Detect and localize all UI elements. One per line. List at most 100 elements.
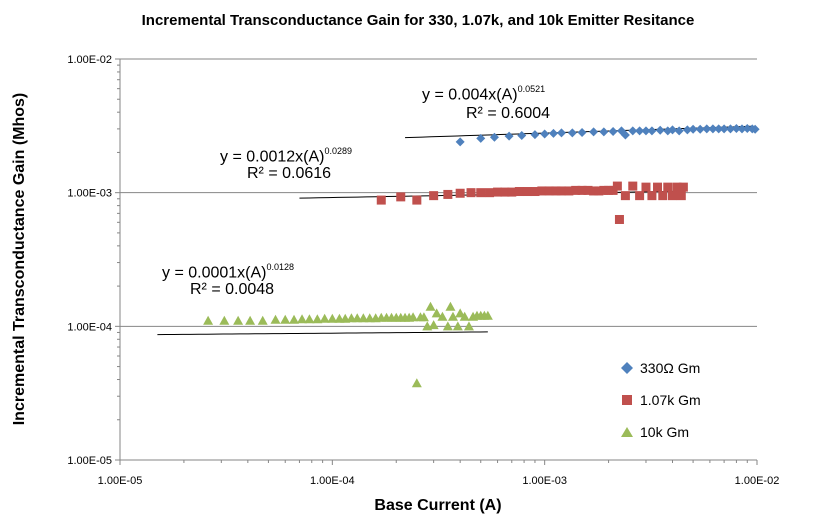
point-series-1 [668, 191, 678, 201]
point-series-1 [493, 187, 503, 197]
point-series-1 [577, 185, 587, 195]
point-series-1 [658, 191, 668, 201]
point-series-0 [635, 126, 645, 136]
point-series-1 [594, 186, 604, 196]
point-series-2 [459, 311, 470, 321]
point-series-1 [485, 188, 495, 198]
point-series-0 [620, 130, 630, 140]
point-series-1 [672, 182, 682, 192]
point-series-1 [653, 182, 663, 192]
diamond-marker-icon [621, 362, 633, 374]
point-series-0 [589, 127, 599, 137]
point-series-0 [641, 126, 651, 136]
x-tick-label: 1.00E-03 [522, 475, 567, 487]
trendline-series-2 [157, 331, 488, 336]
point-series-0 [655, 125, 665, 135]
point-series-2 [233, 315, 244, 325]
point-series-1 [537, 186, 547, 196]
point-series-1 [620, 191, 630, 201]
point-series-2 [452, 321, 463, 331]
x-tick-label: 1.00E-05 [98, 475, 143, 487]
point-series-0 [476, 133, 486, 143]
equation-330-exp: 0.0521 [517, 84, 546, 94]
x-tick-label: 1.00E-02 [735, 475, 780, 487]
data-points [203, 124, 760, 388]
legend-label-10k: 10k Gm [640, 424, 690, 440]
point-series-2 [445, 301, 456, 311]
point-series-0 [702, 124, 712, 134]
point-series-0 [737, 124, 747, 134]
legend-label-1k: 1.07k Gm [640, 392, 701, 408]
point-series-0 [725, 124, 735, 134]
point-series-1 [583, 185, 593, 195]
point-series-1 [676, 191, 686, 201]
legend-item-10k: 10k Gm [620, 416, 730, 448]
point-series-1 [571, 185, 581, 195]
axes [115, 58, 758, 465]
point-series-2 [358, 313, 369, 323]
r2-330: R² = 0.6004 [466, 105, 551, 122]
point-series-1 [429, 191, 439, 201]
point-series-1 [507, 187, 517, 197]
point-series-1 [641, 182, 651, 192]
point-series-0 [504, 131, 514, 141]
y-tick-label: 1.00E-03 [67, 188, 112, 200]
point-series-0 [719, 124, 729, 134]
point-series-0 [708, 124, 718, 134]
point-series-0 [714, 124, 724, 134]
point-series-0 [647, 126, 657, 136]
point-series-2 [425, 301, 436, 311]
point-series-0 [517, 130, 527, 140]
point-series-2 [428, 320, 439, 330]
point-series-1 [376, 195, 386, 205]
point-series-1 [647, 191, 657, 201]
point-series-0 [668, 125, 678, 135]
point-series-1 [612, 181, 622, 191]
chart-title: Incremental Transconductance Gain for 33… [141, 12, 695, 29]
x-tick-label: 1.00E-04 [310, 475, 355, 487]
point-series-0 [731, 124, 741, 134]
equation-10k-exp: 0.0128 [266, 262, 295, 272]
point-series-1 [628, 181, 638, 191]
point-series-1 [412, 195, 422, 205]
point-series-2 [408, 312, 419, 322]
point-series-0 [742, 124, 752, 134]
point-series-2 [245, 315, 256, 325]
point-series-1 [551, 186, 561, 196]
point-series-0 [540, 129, 550, 139]
equation-1k: y = 0.0012x(A)0.0289 [220, 142, 352, 167]
point-series-0 [577, 127, 587, 137]
point-series-1 [455, 188, 465, 198]
r2-1k: R² = 0.0616 [247, 165, 332, 182]
legend: 330Ω Gm 1.07k Gm 10k Gm [620, 352, 730, 448]
point-series-2 [203, 315, 214, 325]
point-series-1 [663, 182, 673, 192]
point-series-0 [695, 124, 705, 134]
point-series-1 [396, 192, 406, 202]
point-series-2 [270, 314, 281, 324]
point-series-1 [466, 188, 476, 198]
point-series-1 [614, 214, 624, 224]
point-series-2 [463, 321, 474, 331]
point-series-0 [489, 132, 499, 142]
equation-10k: y = 0.0001x(A)0.0128 [162, 258, 294, 283]
equation-1k-exp: 0.0289 [324, 146, 353, 156]
point-series-1 [530, 187, 540, 197]
point-series-2 [289, 314, 300, 324]
point-series-2 [437, 311, 448, 321]
y-tick-label: 1.00E-04 [67, 321, 112, 333]
point-series-2 [442, 321, 453, 331]
point-series-2 [312, 314, 323, 324]
tick-labels: 1.00E-05 1.00E-04 1.00E-03 1.00E-02 1.00E-05… [67, 54, 779, 487]
legend-item-330: 330Ω Gm [620, 352, 730, 384]
point-series-2 [431, 308, 442, 318]
point-series-0 [628, 126, 638, 136]
equation-330: y = 0.004x(A)0.0521 [422, 80, 545, 105]
point-series-2 [319, 313, 330, 323]
point-series-0 [674, 126, 684, 136]
point-series-2 [482, 310, 493, 320]
point-series-1 [476, 188, 486, 198]
point-series-1 [522, 187, 532, 197]
point-series-2 [297, 314, 308, 324]
